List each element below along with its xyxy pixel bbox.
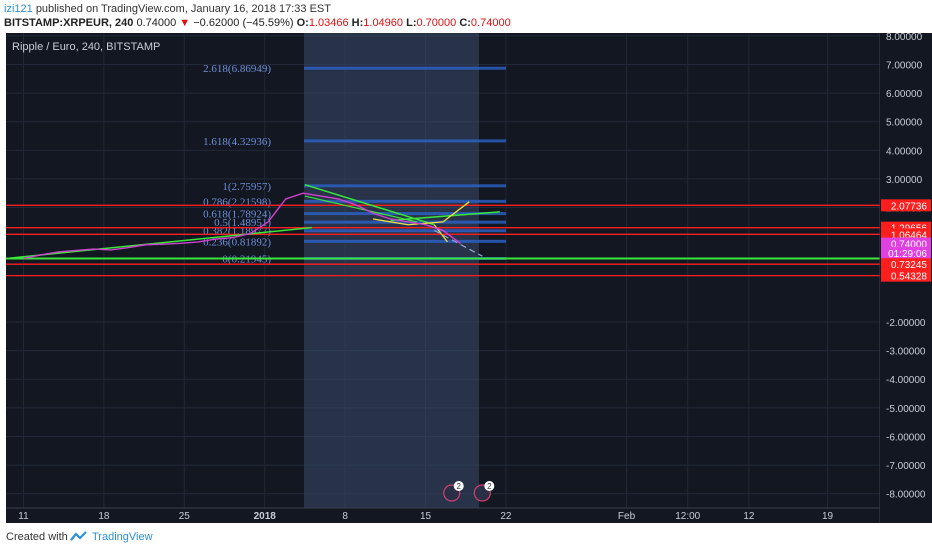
fib-level-line [304, 66, 506, 70]
change-value: −0.62000 (−45.59%) [193, 17, 294, 29]
price-tick-label: -6.00000 [886, 432, 926, 443]
price-tick-label: -8.00000 [886, 490, 926, 501]
price-tick-label: -3.00000 [886, 347, 926, 358]
time-tick-label: 2018 [254, 511, 277, 522]
event-count: 2 [487, 482, 492, 491]
last-price: 0.74000 [136, 17, 177, 29]
date-range-highlight [304, 33, 479, 508]
fib-level-line [304, 239, 506, 243]
price-tag-label: 0.54328 [891, 272, 928, 283]
price-line [23, 192, 461, 260]
tradingview-link[interactable]: TradingView [92, 531, 153, 543]
time-tick-label: 19 [822, 511, 834, 522]
down-arrow-icon: ▼ [179, 17, 191, 29]
price-tag-label: 1.06464 [891, 230, 928, 241]
fib-level-line [304, 229, 506, 233]
fib-level-label: 0.618(1.78924) [203, 209, 271, 221]
created-with-text: Created with [6, 531, 68, 543]
price-tick-label: -4.00000 [886, 375, 926, 386]
chart-title: Ripple / Euro, 240, BITSTAMP [12, 41, 160, 53]
price-tick-label: 7.00000 [886, 60, 923, 71]
price-tag-label: 01:29:06 [888, 249, 927, 260]
price-tick-label: -7.00000 [886, 461, 926, 472]
price-tag [881, 228, 931, 241]
time-tick-label: 18 [98, 511, 110, 522]
price-chart[interactable]: 2.618(6.86949) 1.618(4.32936) 1(2.75957) 0.… [5, 32, 932, 523]
fib-level-line [304, 184, 506, 188]
price-tag-label: 2.07736 [891, 201, 928, 212]
time-tick-label: 15 [420, 511, 432, 522]
symbol-label: BITSTAMP:XRPEUR, 240 [4, 17, 134, 29]
close-value: 0.74000 [470, 17, 511, 29]
price-tag-label: 0.74000 [891, 240, 928, 251]
low-label: L: [406, 17, 417, 29]
price-tag [881, 237, 931, 250]
fib-level-label: 1(2.75957) [222, 181, 271, 193]
price-tick-label: -5.00000 [886, 404, 926, 415]
price-tag-labels: 2.077361.296561.064640.7400001:29:060.73… [881, 199, 931, 283]
projection-arrow-up [372, 201, 470, 226]
time-tick-label: 8 [342, 511, 348, 522]
fib-level-line [304, 220, 506, 224]
price-tick-label: 8.00000 [886, 33, 923, 43]
tradingview-logo-icon [70, 531, 87, 541]
time-tick-label: 25 [179, 511, 191, 522]
rising-trendline [5, 226, 312, 260]
price-tick-label: 6.00000 [886, 89, 923, 100]
price-tick-label: 5.00000 [886, 118, 923, 129]
fib-level-label: 0.786(2.21598) [203, 196, 271, 208]
event-count: 2 [457, 482, 462, 491]
publish-line: izi121 published on TradingView.com, Jan… [4, 3, 331, 15]
chart-container[interactable]: 2.618(6.86949) 1.618(4.32936) 1(2.75957) 0.… [5, 32, 932, 523]
open-label: O: [296, 17, 309, 29]
event-marker: 2 [443, 481, 464, 502]
high-value: 1.04960 [363, 17, 404, 29]
time-tick-label: 11 [18, 511, 29, 522]
price-tag [881, 258, 931, 271]
channel-line [304, 195, 417, 223]
low-value: 0.70000 [416, 17, 457, 29]
fib-level-label: 0(0.21945) [222, 253, 271, 265]
time-tick-label: 12:00 [675, 511, 700, 522]
time-axis-labels[interactable]: 11 18 25 2018 8 15 22 Feb 12:00 12 19 [18, 511, 833, 522]
trend-drawings [5, 183, 500, 260]
fib-level-line [304, 199, 506, 203]
fib-level-label: 1.618(4.32936) [203, 136, 271, 148]
time-tick-label: 12 [743, 511, 755, 522]
price-tag-label: 0.73245 [891, 260, 928, 271]
support-lines [6, 204, 880, 277]
price-tick-label: 4.00000 [886, 146, 923, 157]
event-marker: 2 [473, 481, 495, 502]
author-link[interactable]: izi121 [4, 3, 33, 15]
fib-level-label: 2.618(6.86949) [203, 63, 271, 75]
time-tick-label: 22 [500, 511, 512, 522]
price-tag [881, 246, 931, 259]
fib-level-label: 0.5(1.48951) [214, 217, 271, 229]
publish-text: published on TradingView.com, January 16… [35, 3, 331, 15]
event-count-badge [453, 481, 464, 491]
high-label: H: [351, 17, 364, 29]
fib-level-line [304, 212, 506, 216]
event-count-badge [484, 481, 495, 491]
price-tag [881, 199, 931, 212]
ohlc-line: BITSTAMP:XRPEUR, 240 0.74000 ▼ −0.62000 … [4, 17, 511, 29]
footer: Created with TradingView [0, 523, 932, 550]
dashed-projection [433, 229, 483, 257]
price-series [23, 192, 461, 260]
close-label: C: [459, 17, 471, 29]
price-tick-label: -2.00000 [886, 318, 926, 329]
time-tick-label: Feb [618, 511, 636, 522]
price-tick-label: 3.00000 [886, 175, 923, 186]
open-value: 1.03466 [308, 17, 349, 29]
price-tag [881, 269, 931, 282]
fib-level-line [304, 139, 506, 143]
breakout-line [390, 211, 500, 222]
